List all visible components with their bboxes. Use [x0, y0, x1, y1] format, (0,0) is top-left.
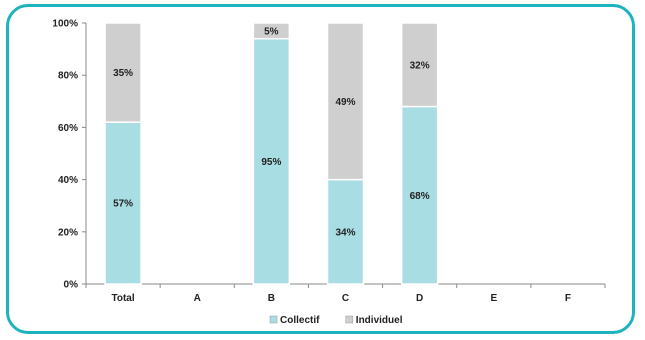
y-tick-label: 20%	[58, 227, 78, 238]
legend-label-collectif: Collectif	[280, 315, 320, 326]
bar-collectif-b	[252, 37, 291, 285]
bar-collectif-d	[400, 105, 439, 285]
bar-individuel-total	[104, 22, 142, 123]
y-tick-label: 60%	[58, 123, 78, 134]
data-label: 95%	[261, 157, 281, 168]
bar-individuel-b	[252, 22, 291, 40]
data-label: 49%	[335, 97, 355, 108]
x-axis: Total A B C D E F	[85, 283, 606, 304]
bar-individuel-d	[400, 22, 439, 108]
data-label: 57%	[113, 199, 133, 210]
bar-collectif-c	[326, 178, 365, 285]
data-label: 35%	[113, 68, 133, 79]
bar-individuel-c	[326, 22, 365, 181]
x-tick-label: Total	[111, 293, 134, 304]
y-tick-label: 0%	[64, 280, 79, 291]
legend-label-individuel: Individuel	[356, 315, 403, 326]
legend-swatch-collectif	[269, 315, 278, 324]
y-tick-label: 100%	[52, 19, 78, 30]
y-tick-label: 80%	[58, 71, 78, 82]
legend-swatch-individuel	[345, 315, 354, 324]
y-axis: 0% 20% 40% 60% 80% 100%	[52, 19, 87, 291]
x-tick-label: C	[342, 293, 349, 304]
data-label: 34%	[335, 227, 355, 238]
y-tick-label: 40%	[58, 175, 78, 186]
x-tick-label: B	[268, 293, 275, 304]
bars: 57% 35% 95% 5% 34% 49% 68% 32%	[104, 22, 439, 285]
data-label: 5%	[264, 26, 279, 37]
x-tick-label: D	[416, 293, 423, 304]
data-label: 68%	[410, 191, 430, 202]
x-tick-label: A	[194, 293, 201, 304]
data-label: 32%	[410, 60, 430, 71]
legend: Collectif Individuel	[269, 315, 403, 326]
x-tick-label: E	[490, 293, 497, 304]
x-tick-label: F	[565, 293, 571, 304]
